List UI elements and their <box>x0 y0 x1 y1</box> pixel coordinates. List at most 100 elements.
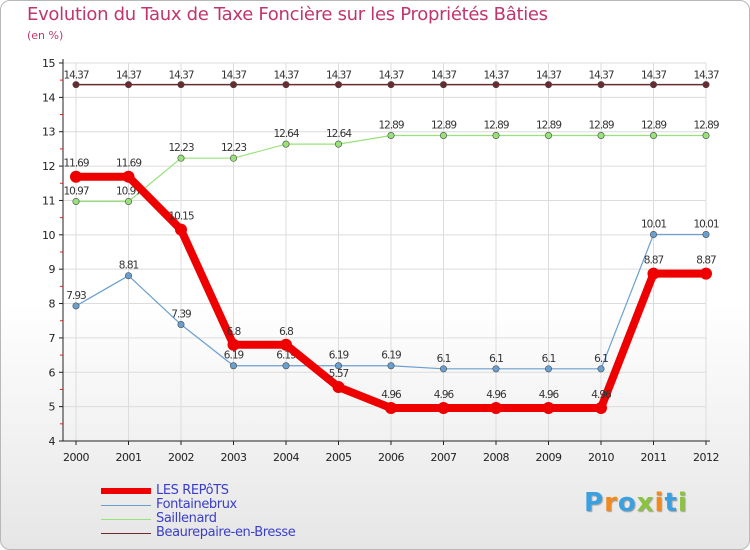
y-tick-label: 7 <box>49 332 56 345</box>
data-label-les-rep-ts: 6.8 <box>227 326 241 338</box>
data-point-fontainebrux <box>177 321 185 329</box>
data-label-les-rep-ts: 6.8 <box>279 326 293 338</box>
data-label-fontainebrux: 6.19 <box>329 350 349 362</box>
data-point-fontainebrux <box>334 362 342 370</box>
x-tick-label: 2011 <box>641 451 667 464</box>
logo-letter: i <box>677 488 688 518</box>
data-label-saillenard: 12.64 <box>273 128 299 140</box>
x-tick-label: 2008 <box>483 451 509 464</box>
data-point-les-rep-ts <box>437 402 450 415</box>
data-point-saillenard <box>177 154 185 162</box>
data-point-fontainebrux <box>387 362 395 370</box>
logo-letter: i <box>654 488 665 518</box>
data-point-les-rep-ts <box>700 267 712 280</box>
y-tick-label: 12 <box>42 160 55 173</box>
data-label-beaurepaire-en-bresse: 14.37 <box>588 70 613 82</box>
data-point-les-rep-ts <box>490 402 502 415</box>
data-label-fontainebrux: 8.81 <box>119 260 139 272</box>
data-point-fontainebrux <box>282 362 290 370</box>
data-label-les-rep-ts: 8.87 <box>644 255 664 267</box>
legend-label-saillenard: Saillenard <box>156 511 217 526</box>
data-label-les-rep-ts: 4.96 <box>591 389 612 401</box>
data-label-fontainebrux: 6.19 <box>381 350 401 362</box>
data-label-fontainebrux: 6.1 <box>542 353 556 365</box>
x-tick-label: 2012 <box>693 451 719 464</box>
data-point-fontainebrux <box>125 272 133 280</box>
data-point-beaurepaire-en-bresse <box>702 81 710 89</box>
data-point-saillenard <box>492 132 500 140</box>
data-label-fontainebrux: 10.01 <box>693 218 718 230</box>
data-point-les-rep-ts <box>227 338 240 351</box>
data-point-les-rep-ts <box>542 402 555 415</box>
data-label-fontainebrux: 6.19 <box>224 350 244 362</box>
logo-letter: P <box>584 488 605 518</box>
data-point-les-rep-ts <box>70 170 82 183</box>
data-label-les-rep-ts: 5.57 <box>329 368 349 380</box>
legend-label-beaurepaire: Beaurepaire-en-Bresse <box>156 525 296 540</box>
data-point-fontainebrux <box>230 362 238 370</box>
data-label-beaurepaire-en-bresse: 14.37 <box>483 70 508 82</box>
data-point-les-rep-ts <box>175 223 187 236</box>
data-label-fontainebrux: 10.01 <box>641 218 666 230</box>
logo-letter: t <box>664 488 678 518</box>
data-point-fontainebrux <box>702 230 710 238</box>
data-label-les-rep-ts: 4.96 <box>434 389 455 401</box>
logo-letter: x <box>636 488 655 518</box>
data-label-fontainebrux: 6.1 <box>594 353 608 365</box>
legend-label-les-repots: LES REPôTS <box>156 483 229 498</box>
logo-letter: o <box>617 488 637 518</box>
data-label-beaurepaire-en-bresse: 14.37 <box>431 70 456 82</box>
data-point-beaurepaire-en-bresse <box>544 81 552 89</box>
data-point-beaurepaire-en-bresse <box>177 81 185 89</box>
data-label-fontainebrux: 7.39 <box>171 309 191 321</box>
x-tick-label: 2000 <box>63 451 89 464</box>
data-label-les-rep-ts: 4.96 <box>539 389 560 401</box>
data-point-saillenard <box>334 140 342 148</box>
data-label-fontainebrux: 6.1 <box>489 353 503 365</box>
data-point-beaurepaire-en-bresse <box>597 81 605 89</box>
data-label-beaurepaire-en-bresse: 14.37 <box>536 70 561 82</box>
data-point-saillenard <box>439 132 447 140</box>
data-point-beaurepaire-en-bresse <box>387 81 395 89</box>
data-label-beaurepaire-en-bresse: 14.37 <box>326 70 351 82</box>
data-label-saillenard: 12.64 <box>326 128 352 140</box>
x-tick-label: 2001 <box>116 451 142 464</box>
data-point-beaurepaire-en-bresse <box>439 81 447 89</box>
data-label-les-rep-ts: 11.69 <box>116 158 141 170</box>
x-tick-label: 2005 <box>326 451 352 464</box>
y-tick-label: 11 <box>42 194 55 207</box>
data-label-fontainebrux: 7.93 <box>66 290 86 302</box>
data-label-saillenard: 12.23 <box>221 142 246 154</box>
data-point-beaurepaire-en-bresse <box>282 81 290 89</box>
data-label-saillenard: 12.89 <box>693 120 718 132</box>
data-point-fontainebrux <box>72 302 80 310</box>
logo-letter: r <box>604 488 618 518</box>
y-tick-label: 5 <box>49 401 56 414</box>
data-label-beaurepaire-en-bresse: 14.37 <box>63 70 88 82</box>
data-point-fontainebrux <box>439 365 447 373</box>
data-label-beaurepaire-en-bresse: 14.37 <box>693 70 718 82</box>
data-point-saillenard <box>72 197 80 205</box>
x-tick-label: 2007 <box>431 451 457 464</box>
data-point-beaurepaire-en-bresse <box>230 81 238 89</box>
data-label-beaurepaire-en-bresse: 14.37 <box>273 70 298 82</box>
data-point-saillenard <box>125 197 133 205</box>
data-label-les-rep-ts: 11.69 <box>63 158 88 170</box>
data-point-saillenard <box>544 132 552 140</box>
legend-swatch-saillenard <box>101 519 151 520</box>
legend-swatch-beaurepaire <box>101 533 151 534</box>
data-point-les-rep-ts <box>385 402 397 415</box>
data-label-saillenard: 12.23 <box>168 142 193 154</box>
data-point-fontainebrux <box>544 365 552 373</box>
data-label-les-rep-ts: 4.96 <box>486 389 507 401</box>
data-label-saillenard: 12.89 <box>483 120 508 132</box>
data-point-les-rep-ts <box>647 267 660 280</box>
data-label-beaurepaire-en-bresse: 14.37 <box>116 70 141 82</box>
data-point-beaurepaire-en-bresse <box>125 81 133 89</box>
y-tick-label: 6 <box>49 366 56 379</box>
data-label-les-rep-ts: 4.96 <box>381 389 402 401</box>
data-point-beaurepaire-en-bresse <box>334 81 342 89</box>
data-label-les-rep-ts: 8.87 <box>696 255 716 267</box>
x-tick-label: 2003 <box>221 451 247 464</box>
